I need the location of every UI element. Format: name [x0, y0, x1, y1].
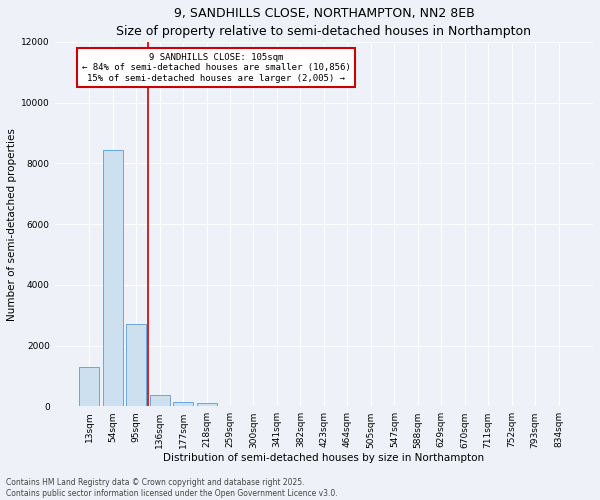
- X-axis label: Distribution of semi-detached houses by size in Northampton: Distribution of semi-detached houses by …: [163, 453, 484, 463]
- Title: 9, SANDHILLS CLOSE, NORTHAMPTON, NN2 8EB
Size of property relative to semi-detac: 9, SANDHILLS CLOSE, NORTHAMPTON, NN2 8EB…: [116, 7, 532, 38]
- Text: Contains HM Land Registry data © Crown copyright and database right 2025.
Contai: Contains HM Land Registry data © Crown c…: [6, 478, 338, 498]
- Bar: [126, 324, 146, 406]
- Y-axis label: Number of semi-detached properties: Number of semi-detached properties: [7, 128, 17, 320]
- Bar: [173, 402, 193, 406]
- Bar: [149, 394, 170, 406]
- Bar: [79, 367, 99, 406]
- Bar: [103, 150, 122, 406]
- Bar: [197, 403, 217, 406]
- Text: 9 SANDHILLS CLOSE: 105sqm
← 84% of semi-detached houses are smaller (10,856)
15%: 9 SANDHILLS CLOSE: 105sqm ← 84% of semi-…: [82, 53, 350, 82]
